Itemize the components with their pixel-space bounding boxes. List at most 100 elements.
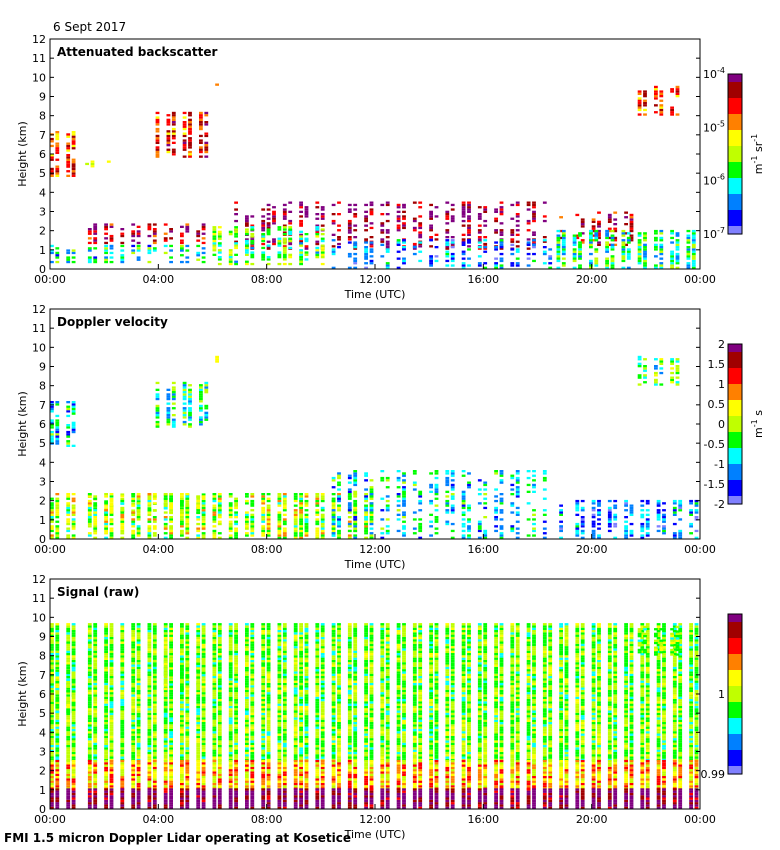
signal-cell — [234, 694, 238, 697]
colorbar-swatch — [728, 440, 742, 444]
signal-cell — [131, 719, 136, 722]
velocity-cell — [337, 534, 341, 537]
backscatter-cell — [515, 264, 520, 267]
signal-cell — [109, 639, 114, 642]
signal-cell — [261, 648, 266, 651]
velocity-cell — [171, 407, 176, 410]
velocity-cell — [331, 516, 336, 519]
backscatter-cell — [87, 258, 92, 261]
velocity-cell — [559, 529, 563, 533]
velocity-cell — [353, 490, 358, 493]
backscatter-cell — [467, 215, 471, 218]
velocity-cell — [580, 536, 585, 539]
velocity-cell — [645, 509, 650, 512]
backscatter-cell — [607, 229, 612, 233]
signal-cell — [55, 694, 60, 697]
backscatter-cell — [71, 165, 76, 168]
backscatter-cell — [55, 133, 60, 136]
signal-cell — [169, 696, 173, 699]
signal-cell — [228, 726, 233, 729]
backscatter-cell — [234, 213, 238, 216]
signal-cell — [304, 728, 309, 732]
backscatter-cell — [228, 258, 233, 261]
velocity-cell — [629, 511, 634, 514]
signal-cell — [304, 710, 309, 713]
signal-cell — [250, 747, 255, 750]
velocity-cell — [369, 520, 374, 523]
velocity-cell — [643, 381, 647, 384]
backscatter-cell — [277, 262, 282, 266]
signal-cell — [217, 722, 222, 725]
signal-cell — [169, 655, 173, 658]
velocity-cell — [163, 527, 168, 530]
backscatter-cell — [380, 231, 385, 234]
backscatter-cell — [282, 213, 287, 216]
backscatter-cell — [364, 203, 368, 207]
signal-cell — [266, 694, 271, 697]
signal-cell — [299, 655, 303, 658]
backscatter-cell — [166, 130, 171, 133]
signal-cell — [234, 740, 238, 743]
velocity-cell — [656, 502, 661, 505]
signal-cell — [234, 671, 238, 674]
velocity-cell — [87, 522, 92, 526]
signal-cell — [50, 742, 54, 745]
velocity-cell — [199, 418, 203, 421]
backscatter-cell — [629, 220, 634, 223]
velocity-cell — [369, 511, 374, 514]
backscatter-cell — [288, 237, 293, 240]
velocity-cell — [228, 511, 233, 514]
signal-cell — [299, 636, 303, 640]
velocity-cell — [266, 532, 271, 535]
backscatter-cell — [50, 167, 54, 171]
signal-cell — [50, 646, 54, 649]
velocity-cell — [402, 513, 406, 516]
signal-cell — [196, 715, 201, 718]
velocity-cell — [494, 488, 498, 491]
signal-cell — [228, 650, 233, 653]
signal-cell — [201, 648, 206, 651]
signal-cell — [87, 627, 92, 630]
backscatter-cell — [315, 256, 320, 259]
backscatter-cell — [412, 219, 417, 223]
signal-cell — [147, 653, 152, 656]
backscatter-cell — [526, 201, 531, 204]
signal-cell — [131, 722, 136, 725]
signal-cell — [245, 676, 249, 679]
velocity-cell — [212, 534, 217, 537]
backscatter-cell — [109, 239, 114, 242]
velocity-cell — [71, 497, 76, 500]
velocity-cell — [542, 520, 547, 523]
signal-cell — [109, 715, 114, 718]
backscatter-cell — [315, 206, 320, 209]
signal-cell — [104, 625, 108, 628]
velocity-cell — [445, 470, 450, 473]
signal-cell — [104, 735, 108, 739]
velocity-cell — [293, 532, 298, 535]
backscatter-cell — [548, 266, 553, 269]
velocity-cell — [136, 518, 141, 521]
y-tick-label: 11 — [32, 322, 46, 335]
backscatter-cell — [212, 237, 217, 240]
velocity-cell — [353, 534, 358, 537]
velocity-cell — [212, 495, 217, 498]
backscatter-cell — [637, 99, 642, 102]
backscatter-cell — [188, 137, 192, 140]
velocity-cell — [580, 518, 585, 521]
signal-cell — [293, 735, 298, 739]
signal-cell — [245, 641, 249, 644]
backscatter-cell — [166, 139, 171, 142]
signal-cell — [87, 756, 92, 759]
signal-cell — [185, 717, 190, 720]
velocity-cell — [559, 509, 563, 512]
colorbar-swatch — [728, 498, 742, 502]
signal-cell — [245, 671, 249, 674]
backscatter-cell — [643, 90, 647, 93]
backscatter-cell — [364, 255, 368, 258]
velocity-cell — [50, 419, 54, 422]
velocity-cell — [136, 506, 141, 510]
backscatter-cell — [556, 229, 561, 233]
velocity-cell — [212, 529, 217, 533]
backscatter-cell — [402, 224, 406, 227]
velocity-cell — [364, 474, 368, 477]
